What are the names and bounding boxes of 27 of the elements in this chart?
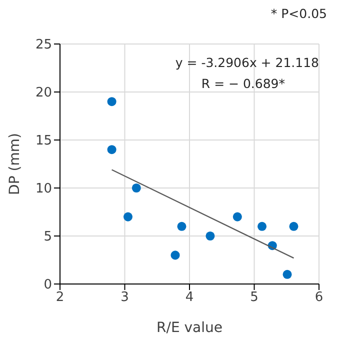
point bbox=[258, 222, 267, 231]
y-tick-label: 15 bbox=[35, 134, 52, 149]
y-tick-label: 20 bbox=[35, 86, 52, 101]
x-tick-label: 2 bbox=[56, 290, 64, 306]
point bbox=[170, 250, 180, 260]
x-tick-label: 5 bbox=[250, 290, 258, 306]
x-tick-label: 3 bbox=[120, 290, 129, 306]
annotation: R = − 0.689* bbox=[201, 76, 285, 91]
x-tick-label: 6 bbox=[314, 290, 324, 306]
x-tick-label: 4 bbox=[185, 290, 194, 306]
text: * P<0.05 bbox=[270, 6, 327, 21]
y-axis-title: DP (mm) bbox=[6, 133, 23, 195]
point bbox=[107, 97, 116, 106]
point bbox=[282, 270, 292, 279]
annotation: y = -3.2906x + 21.118 bbox=[175, 55, 319, 70]
y-tick-label: 10 bbox=[35, 182, 52, 197]
point bbox=[206, 231, 215, 241]
y-tick-label: 5 bbox=[44, 230, 52, 245]
x-axis-title: R/E value bbox=[156, 320, 222, 336]
point bbox=[289, 222, 298, 231]
y-tick-label: 25 bbox=[35, 38, 52, 53]
point bbox=[123, 212, 132, 222]
point bbox=[132, 183, 141, 193]
point bbox=[232, 212, 242, 222]
y-tick-label: 0 bbox=[44, 278, 52, 293]
point bbox=[107, 145, 116, 154]
point bbox=[177, 222, 186, 231]
